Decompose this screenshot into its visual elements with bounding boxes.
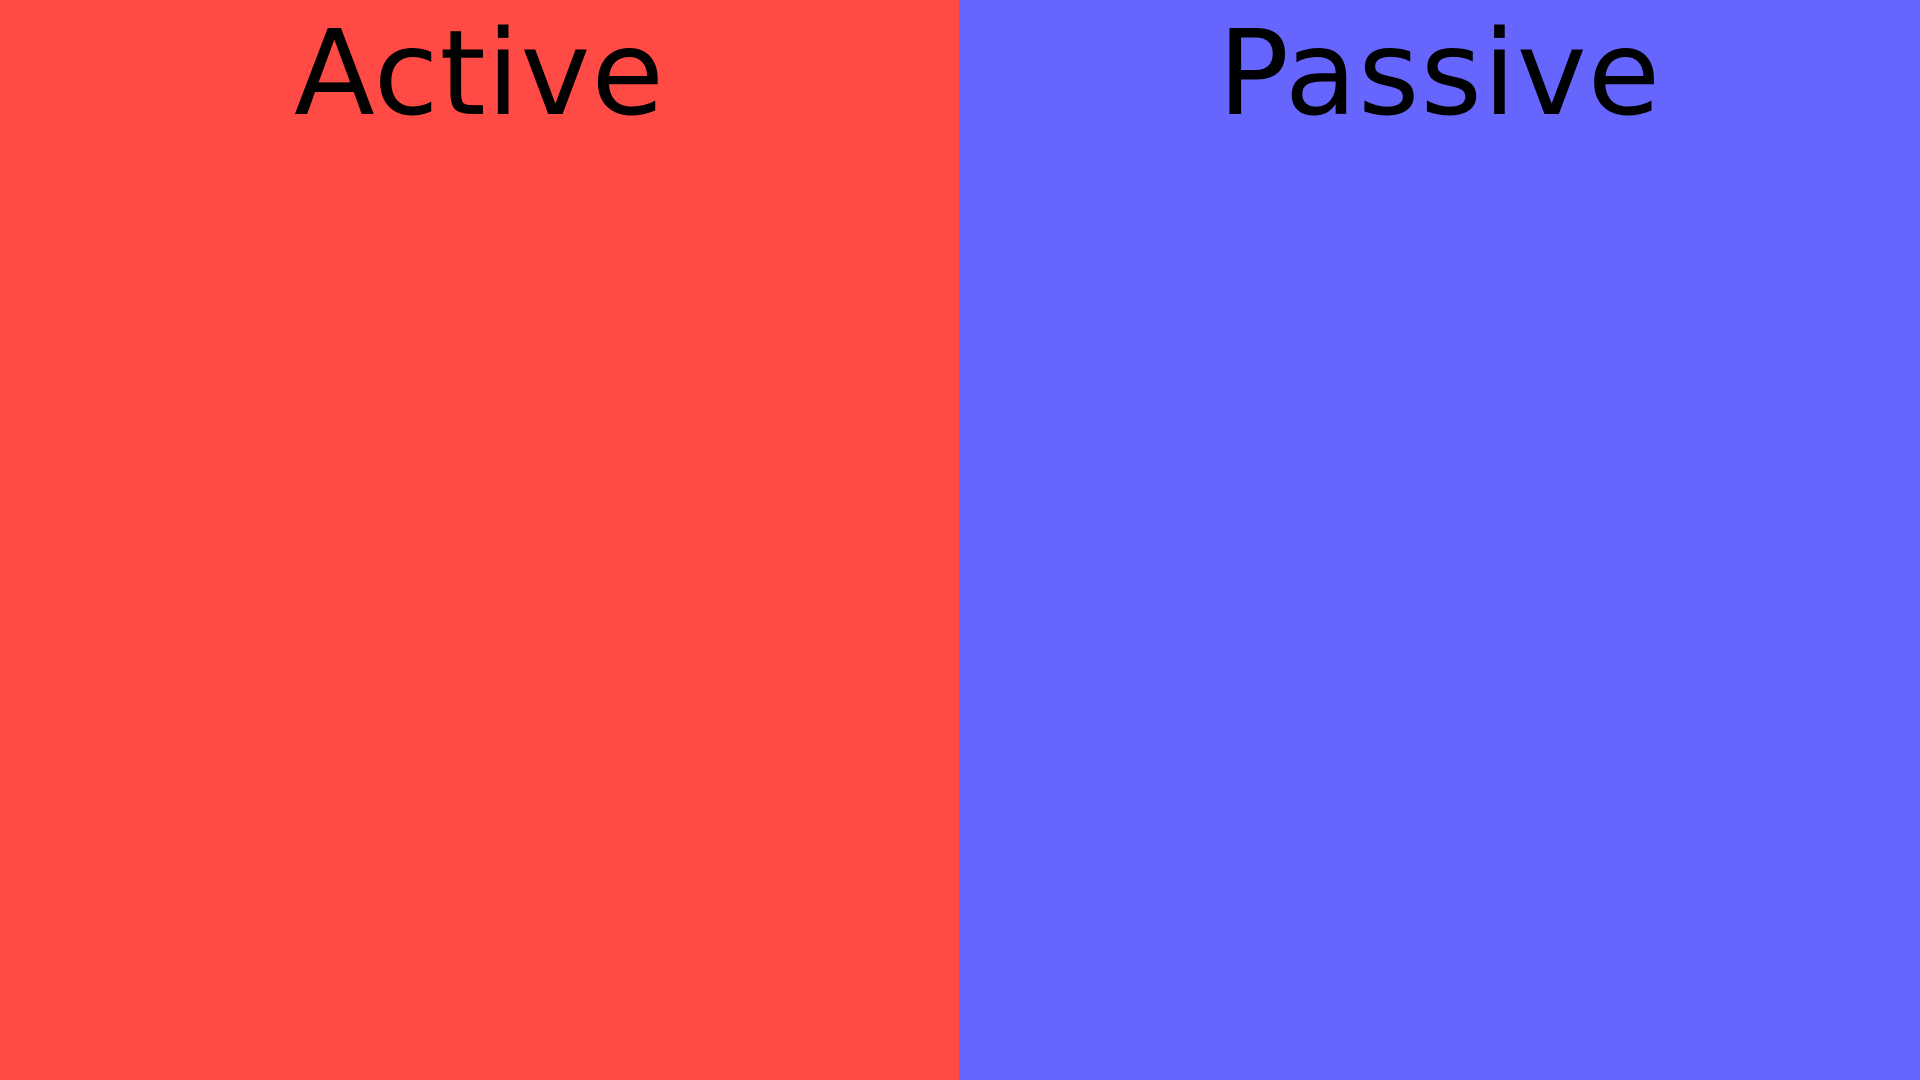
passive-heading: Passive xyxy=(1217,4,1662,142)
active-heading: Active xyxy=(293,4,665,142)
passive-panel: Passive xyxy=(959,0,1920,1080)
active-panel: Active xyxy=(0,0,959,1080)
